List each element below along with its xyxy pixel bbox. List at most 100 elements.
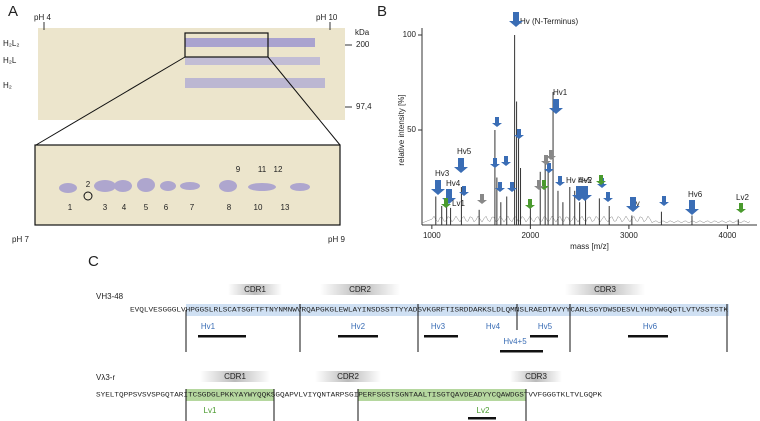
- arrow: [659, 196, 669, 206]
- annotation: Hv (N-Terminus): [520, 17, 579, 26]
- arrow: [626, 197, 640, 212]
- spot-label: 12: [274, 165, 283, 174]
- arrow: [454, 158, 468, 173]
- cdr-label: CDR3: [525, 372, 547, 381]
- arrow: [603, 192, 613, 202]
- spot-label: 2: [86, 180, 91, 189]
- annotation: Hv 4+5: [566, 176, 592, 185]
- spot-label: 9: [236, 165, 241, 174]
- arrow: [431, 180, 445, 195]
- peptide-bar: [530, 335, 558, 338]
- spot-label: 10: [254, 203, 263, 212]
- peptide: Hv6: [643, 322, 658, 331]
- annotation: Hv3: [435, 169, 450, 178]
- peptide: Hv1: [201, 322, 216, 331]
- panel-label: A: [8, 3, 18, 20]
- arrow: [578, 186, 592, 201]
- arrow: [525, 199, 535, 209]
- cdr-label: CDR1: [224, 372, 246, 381]
- peptide: Lv1: [204, 406, 217, 415]
- peptide-bar: [424, 335, 458, 338]
- ph-label: pH 10: [316, 13, 338, 22]
- y-axis-label: relative intensity [%]: [397, 94, 406, 165]
- peptide-bar: [500, 350, 543, 353]
- spots: [59, 178, 310, 193]
- peptide: Hv3: [431, 322, 446, 331]
- zoom-line: [267, 56, 341, 146]
- gel-band: [185, 78, 325, 88]
- region: [358, 389, 526, 401]
- unit: kDa: [355, 28, 370, 37]
- arrow: [685, 200, 699, 215]
- spot-label: 8: [227, 203, 232, 212]
- arrow: [441, 198, 451, 208]
- spot-label: 13: [281, 203, 290, 212]
- ph-label: pH 9: [328, 235, 345, 244]
- band-label: H₂L: [3, 56, 17, 65]
- spot-label: 5: [144, 203, 149, 212]
- region: [186, 304, 729, 316]
- band-label: H₂L₂: [3, 39, 19, 48]
- ph-label: pH 7: [12, 235, 29, 244]
- annotation: Lv2: [736, 193, 749, 202]
- peptide-bar: [338, 335, 378, 338]
- arrow: [555, 176, 565, 186]
- annotation: Hv4: [446, 179, 461, 188]
- arrow: [546, 150, 556, 160]
- arrow: [501, 156, 511, 166]
- peptide-bar: [468, 417, 496, 420]
- cdr-box: [200, 371, 270, 382]
- cdr-label: CDR2: [349, 285, 371, 294]
- arrow: [596, 175, 606, 185]
- arrow: [544, 163, 554, 173]
- spot-label: 6: [164, 203, 169, 212]
- peptide: Hv4: [486, 322, 501, 331]
- arrow: [534, 180, 544, 190]
- cdr-box: [320, 284, 400, 295]
- cdr-label: CDR1: [244, 285, 266, 294]
- arrow: [509, 12, 523, 27]
- annotation: Lv1: [452, 199, 465, 208]
- annotation: Hv2: [578, 176, 593, 185]
- peptide: Hv4+5: [503, 337, 527, 346]
- annotation: Hv6: [688, 190, 703, 199]
- cdr-label: CDR3: [594, 285, 616, 294]
- x-tick-label: 2000: [521, 231, 539, 240]
- spot-circle: [83, 191, 93, 201]
- annotation: Hv5: [457, 147, 472, 156]
- arrow: [541, 155, 551, 165]
- x-tick-label: 1000: [423, 231, 441, 240]
- cdr-label: CDR2: [337, 372, 359, 381]
- panel-label: B: [377, 3, 387, 20]
- noise: [421, 215, 751, 224]
- x-tick-label: 3000: [620, 231, 638, 240]
- zoom-line: [35, 56, 186, 146]
- region: [186, 389, 274, 401]
- spot-label: 3: [103, 203, 108, 212]
- spot-label: 7: [190, 203, 195, 212]
- band-label: H₂: [3, 81, 12, 90]
- spot-label: 1: [68, 203, 73, 212]
- peptide-bar: [628, 335, 668, 338]
- x-axis-label: mass [m/z]: [570, 242, 609, 251]
- arrow: [736, 203, 746, 213]
- arrow: [477, 194, 487, 204]
- ph-label: pH 4: [34, 13, 51, 22]
- arrow: [514, 129, 524, 139]
- y-tick-label: 100: [403, 30, 417, 39]
- peptide: Hv5: [538, 322, 553, 331]
- zoom-box: [184, 32, 269, 58]
- arrow: [490, 158, 500, 168]
- cdr-box: [510, 371, 562, 382]
- arrow: [495, 182, 505, 192]
- peptide-bar: [198, 335, 246, 338]
- gel-band: [185, 57, 320, 65]
- chain-name: VH3-48: [96, 292, 124, 301]
- cdr-box: [565, 284, 645, 295]
- annotation: Hv1: [553, 88, 568, 97]
- arrow: [459, 186, 469, 196]
- spot-label: 4: [122, 203, 127, 212]
- sequence: SYELTQPPSVSVSPGQTARITCSGDGLPKKYAYWYQQKSG…: [96, 392, 602, 399]
- arrow: [492, 117, 502, 127]
